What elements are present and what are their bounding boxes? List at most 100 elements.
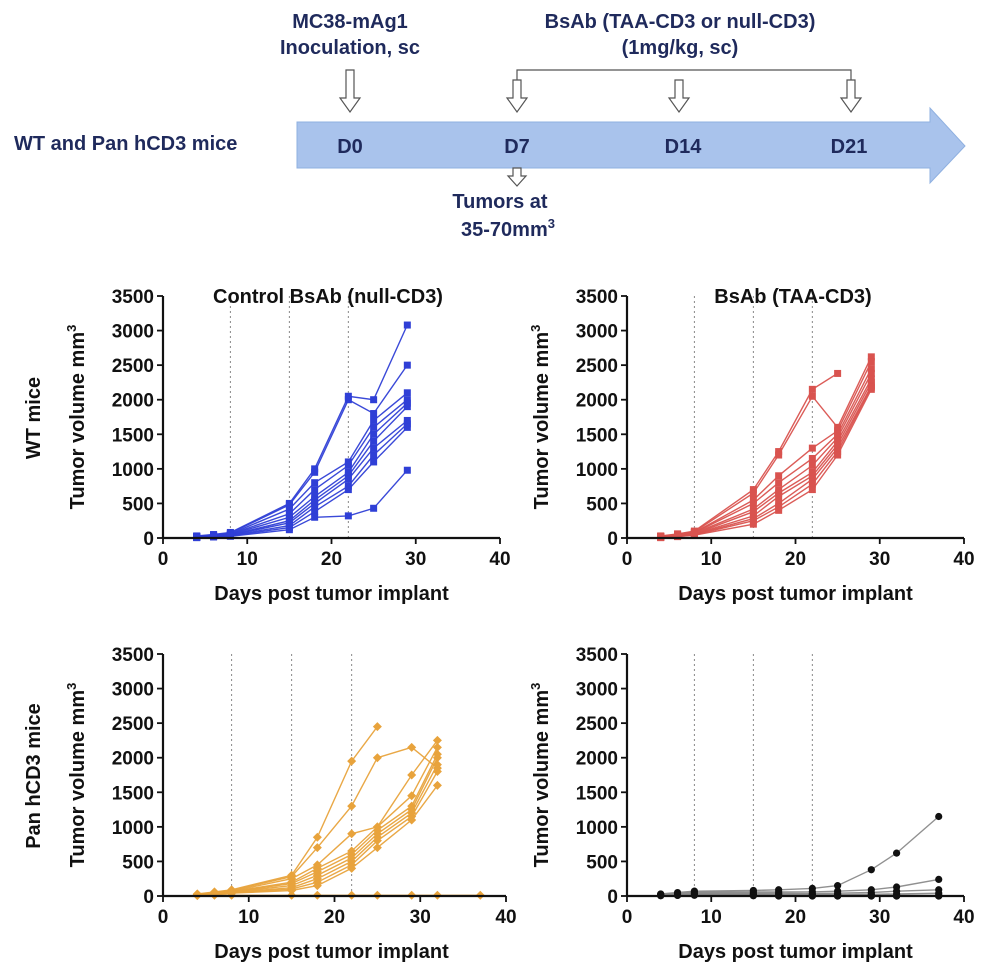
y-tick-label: 1000 xyxy=(112,460,154,481)
data-point xyxy=(808,444,816,452)
data-point xyxy=(311,508,319,516)
inoculation-label-line2: Inoculation, sc xyxy=(280,37,420,59)
data-point xyxy=(407,742,417,752)
y-tick-label: 2000 xyxy=(576,749,618,770)
data-point xyxy=(749,508,757,516)
data-point xyxy=(311,486,319,494)
y-tick-label: 2500 xyxy=(112,714,154,735)
y-axis-label-superscript: 3 xyxy=(528,683,543,690)
data-point xyxy=(370,396,378,404)
tumor-label-line1: Tumors at xyxy=(452,191,548,213)
day-label-d0: D0 xyxy=(337,136,363,158)
tumor-down-arrow-icon xyxy=(506,167,528,187)
data-point xyxy=(285,526,293,534)
y-tick-label: 1500 xyxy=(112,783,154,804)
series-line xyxy=(660,386,872,539)
data-point xyxy=(893,849,901,857)
series-line xyxy=(196,469,408,539)
x-tick-label: 10 xyxy=(238,907,259,928)
y-axis-label-text: Tumor volume mm xyxy=(531,332,553,509)
data-point xyxy=(347,863,357,873)
y-tick-label: 3500 xyxy=(576,287,618,308)
y-tick-label: 3000 xyxy=(112,322,154,343)
inoculation-down-arrow-icon xyxy=(338,69,362,114)
y-tick-label: 2500 xyxy=(576,714,618,735)
y-axis-label-text: Tumor volume mm xyxy=(531,690,553,867)
data-point xyxy=(432,753,442,763)
bsab-label-line1: BsAb (TAA-CD3 or null-CD3) xyxy=(545,11,816,33)
data-point xyxy=(370,444,378,452)
data-point xyxy=(808,475,816,483)
data-point xyxy=(370,423,378,431)
chart-title: BsAb (TAA-CD3) xyxy=(714,286,871,308)
x-tick-label: 0 xyxy=(158,549,169,570)
data-point xyxy=(432,767,442,777)
data-point xyxy=(370,504,378,512)
y-axis-label: Tumor volume mm3 xyxy=(528,683,553,868)
y-tick-label: 1500 xyxy=(576,783,618,804)
x-tick-label: 20 xyxy=(785,907,806,928)
data-point xyxy=(347,801,357,811)
data-point xyxy=(407,791,417,801)
data-point xyxy=(432,735,442,745)
data-point xyxy=(344,486,352,494)
y-tick-label: 2000 xyxy=(112,749,154,770)
y-tick-label: 3000 xyxy=(112,680,154,701)
data-point xyxy=(312,843,322,853)
tumor-label-superscript: 3 xyxy=(548,216,555,231)
x-tick-label: 10 xyxy=(237,549,258,570)
data-point xyxy=(403,466,411,474)
data-point xyxy=(749,489,757,497)
data-point xyxy=(370,458,378,466)
x-axis-label: Days post tumor implant xyxy=(214,941,449,963)
y-tick-label: 0 xyxy=(607,529,618,550)
data-point xyxy=(674,533,682,541)
inoculation-label-line1: MC38-mAg1 xyxy=(292,11,408,33)
data-point xyxy=(867,353,875,361)
data-point xyxy=(370,451,378,459)
x-tick-label: 10 xyxy=(701,907,722,928)
x-tick-label: 20 xyxy=(324,907,345,928)
y-tick-label: 500 xyxy=(586,494,618,515)
dose-d21-down-arrow-icon xyxy=(839,79,863,114)
dose-d14-down-arrow-icon xyxy=(667,79,691,114)
data-point xyxy=(312,832,322,842)
y-axis-label-text: Tumor volume mm xyxy=(67,690,89,867)
data-point xyxy=(370,410,378,418)
data-point xyxy=(775,479,783,487)
series-line xyxy=(660,815,940,895)
x-tick-label: 40 xyxy=(953,907,974,928)
x-tick-label: 30 xyxy=(869,549,890,570)
data-point xyxy=(370,430,378,438)
data-point xyxy=(867,358,875,366)
y-tick-label: 2000 xyxy=(112,391,154,412)
day-label-d21: D21 xyxy=(831,136,868,158)
chart-wt-control: 0 500 1000 1500 2000 2500 3000 3500 0 10 20 30 40 Day… xyxy=(64,286,511,605)
data-point xyxy=(867,369,875,377)
data-point xyxy=(372,753,382,763)
x-tick-label: 30 xyxy=(410,907,431,928)
data-point xyxy=(749,499,757,507)
data-point xyxy=(311,468,319,476)
y-tick-label: 500 xyxy=(122,494,154,515)
data-point xyxy=(347,756,357,766)
x-axis-label: Days post tumor implant xyxy=(678,583,913,605)
data-point xyxy=(775,506,783,514)
y-tick-label: 3500 xyxy=(112,287,154,308)
data-point xyxy=(407,770,417,780)
data-point xyxy=(808,392,816,400)
timeline-schematic: WT and Pan hCD3 mice MC38-mAg1 Inoculati… xyxy=(14,11,966,241)
y-tick-label: 2000 xyxy=(576,391,618,412)
data-point xyxy=(311,513,319,521)
chart-wt-taa: 0 500 1000 1500 2000 2500 3000 3500 0 10 20 30 40 Day… xyxy=(528,286,975,605)
data-point xyxy=(285,501,293,509)
y-axis-label: Tumor volume mm3 xyxy=(528,325,553,510)
data-point xyxy=(403,423,411,431)
x-tick-label: 0 xyxy=(158,907,169,928)
timeline-arrow xyxy=(296,106,966,185)
data-point xyxy=(432,780,442,790)
data-point xyxy=(226,532,234,540)
data-point xyxy=(344,475,352,483)
y-tick-label: 2500 xyxy=(576,356,618,377)
